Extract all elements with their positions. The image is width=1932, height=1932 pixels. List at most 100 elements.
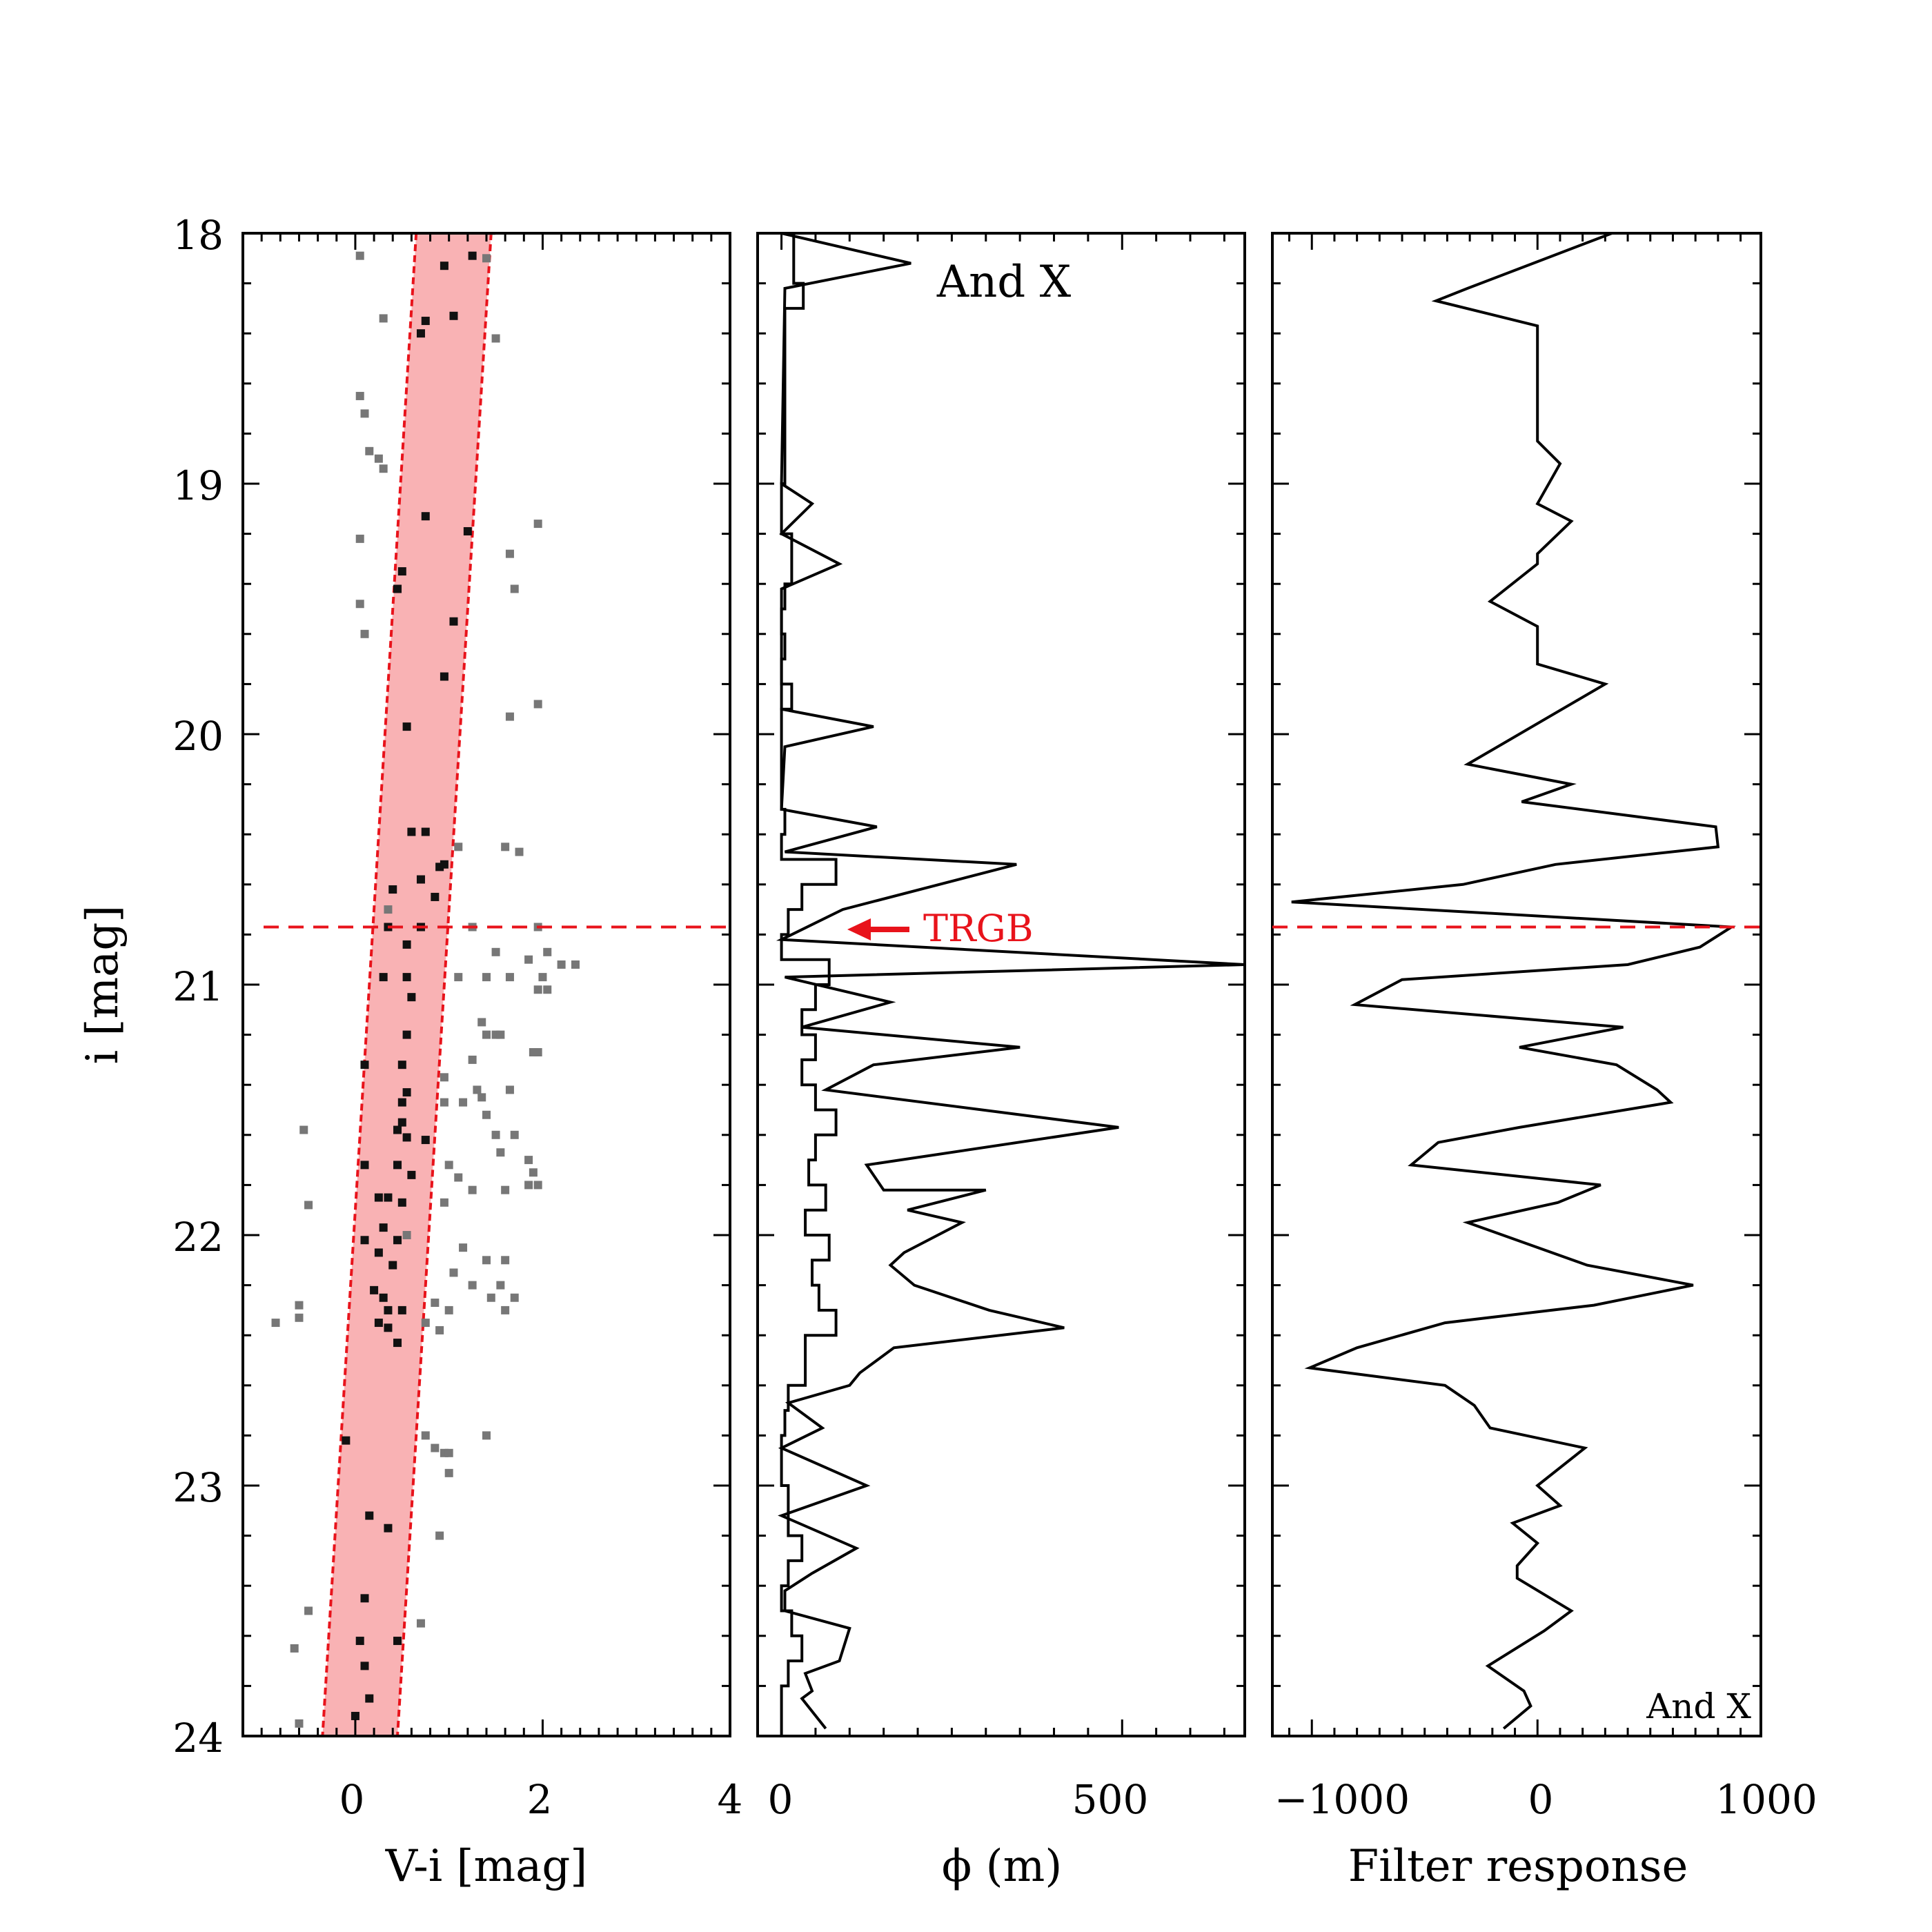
field-star-point [510,1130,519,1139]
field-star-point [524,955,533,964]
y-tick-label: 20 [172,713,224,760]
field-star-point [444,1448,453,1457]
filter-response-line [1291,233,1736,1730]
field-star-point [444,1305,453,1314]
field-star-point [435,1531,444,1540]
field-star-point [440,1098,448,1107]
field-star-point [454,973,463,982]
member-star-point [365,1511,374,1520]
field-star-point [459,1098,468,1107]
field-star-point [384,905,393,914]
field-star-point [468,1055,477,1064]
member-star-point [402,1088,411,1097]
member-star-point [370,1285,379,1294]
member-star-point [407,827,416,836]
field-star-point [454,842,463,851]
field-star-point [435,1325,444,1334]
member-star-point [402,973,411,982]
member-star-point [384,1323,393,1332]
member-star-point [449,617,458,626]
field-star-point [505,973,514,982]
member-star-point [393,1637,402,1646]
field-star-point [491,947,500,956]
member-star-point [393,1236,402,1245]
field-star-point [482,1030,491,1039]
filter-ticks [1272,232,1761,1737]
member-star-point [384,1305,393,1314]
y-tick-label: 22 [172,1214,224,1261]
y-tick-label: 21 [172,963,224,1010]
y-tick-label: 23 [172,1464,224,1511]
member-star-point [397,1118,406,1127]
x-tick-label: 0 [768,1776,793,1823]
field-star-point [529,1168,538,1177]
field-star-point [444,1161,453,1170]
field-star-point [491,334,500,343]
member-star-point [402,722,411,731]
field-star-point [557,960,566,969]
member-star-point [384,1193,393,1202]
x-axis-label: ϕ (m) [942,1841,1063,1892]
phi-ticks [758,232,1245,1737]
field-star-point [402,1231,411,1239]
field-star-point [491,1130,500,1139]
member-star-point [397,1198,406,1207]
field-star-point [421,1431,430,1440]
member-star-point [360,1161,369,1170]
member-star-point [360,1236,369,1245]
member-star-point [355,1637,364,1646]
field-star-point [510,1293,519,1302]
field-star-point [501,1305,510,1314]
member-star-point [342,1436,351,1445]
member-star-point [463,526,472,535]
member-star-point [421,827,430,836]
field-star-point [524,1181,533,1190]
member-star-point [431,892,440,901]
field-star-point [496,1030,505,1039]
field-star-point [524,1156,533,1165]
field-star-point [571,960,580,969]
member-star-point [421,1136,430,1145]
member-star-point [421,317,430,326]
member-star-point [397,1061,406,1070]
member-star-point [402,940,411,949]
field-star-point [454,1173,463,1182]
member-star-point [374,1248,383,1257]
member-star-point [351,1711,359,1720]
trgb-label: TRGB [923,907,1034,950]
cmd-panel: 18 19 20 21 22 23 24 0 2 4 V-i [mag] i [… [77,212,742,1892]
field-star-point [355,534,364,543]
field-star-point [482,973,491,982]
x-tick-label: 4 [718,1776,743,1823]
x-axis-label: Filter response [1348,1841,1688,1892]
member-star-point [397,567,406,576]
field-star-point [533,1048,542,1057]
field-star-point [374,454,383,463]
field-star-point [543,985,552,994]
panel-annotation: And X [1646,1686,1751,1726]
filter-panel: And X −1000 0 1000 Filter response [1271,232,1817,1892]
field-star-point [295,1313,304,1322]
field-star-point [515,847,524,856]
field-star-point [543,947,552,956]
phi-plot-area [776,233,1245,1736]
field-star-point [295,1301,304,1310]
field-star-point [533,985,542,994]
member-star-point [440,262,448,270]
field-star-point [304,1606,313,1615]
field-star-point [482,1431,491,1440]
field-star-point [505,1085,514,1094]
x-tick-label: 0 [1528,1776,1554,1823]
field-star-point [355,600,364,609]
field-star-point [379,314,388,323]
x-tick-label: 2 [527,1776,553,1823]
selection-band [322,233,491,1736]
field-star-point [468,1185,477,1194]
member-star-point [421,512,430,521]
field-star-point [533,700,542,709]
filter-x-tick-labels: −1000 0 1000 [1274,1776,1817,1823]
phi-panel: And X TRGB 0 500 ϕ (m) [756,232,1246,1892]
field-star-point [440,1198,448,1207]
member-star-point [379,973,388,982]
